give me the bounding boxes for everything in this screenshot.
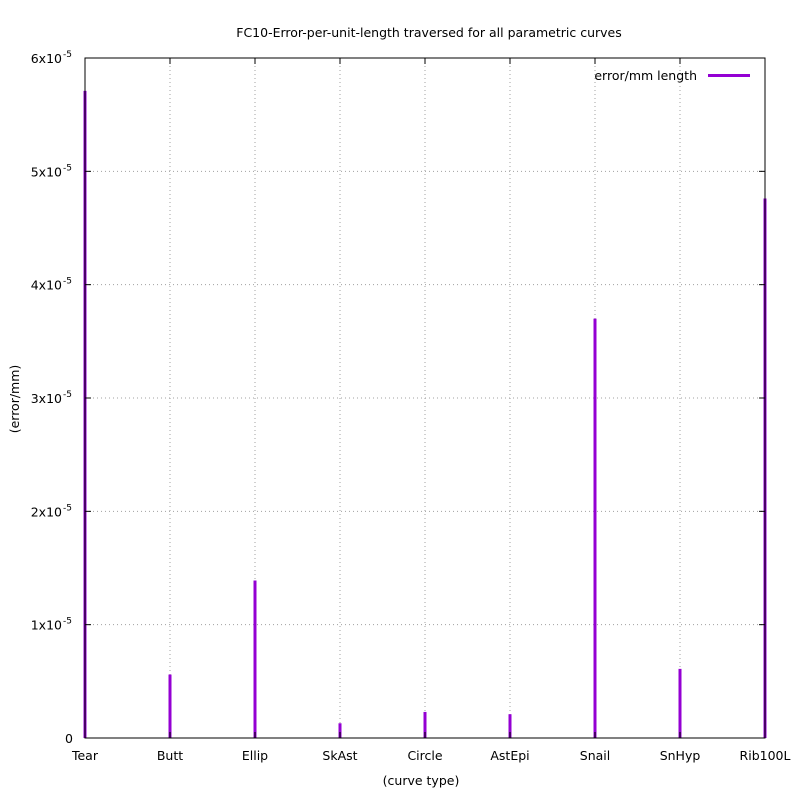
y-tick-label: 4x10 [31,278,62,293]
y-axis-label: (error/mm) [7,365,22,434]
x-tick-label: Tear [71,748,99,763]
y-tick-label: 6x10 [31,51,62,66]
legend: error/mm length [594,68,750,83]
grid [85,58,765,738]
y-tick-exponent: -5 [63,617,72,627]
x-tick-label: Circle [407,748,442,763]
y-tick-exponent: -5 [63,163,72,173]
x-tick-label: AstEpi [490,748,529,763]
x-tick-label: Rib100L [740,748,791,763]
plot-frame [84,57,766,739]
chart-title: FC10-Error-per-unit-length traversed for… [236,25,621,40]
x-tick-label: SnHyp [660,748,701,763]
y-tick-exponent: -5 [63,390,72,400]
x-tick-label: SkAst [322,748,357,763]
y-tick-label: 3x10 [31,391,62,406]
x-axis-label: (curve type) [383,773,460,788]
y-tick-label: 1x10 [31,618,62,633]
y-tick-label: 5x10 [31,164,62,179]
x-tick-label: Butt [157,748,183,763]
x-tick-label: Snail [580,748,610,763]
y-tick-exponent: -5 [63,50,72,60]
y-tick-label: 2x10 [31,504,62,519]
x-axis-ticks: Tear Butt Ellip SkAst Circle AstEpi Snail SnHyp… [71,58,790,763]
y-tick-label: 0 [65,731,73,746]
x-tick-label: Ellip [242,748,268,763]
y-tick-exponent: -5 [63,503,72,513]
legend-label: error/mm length [594,68,697,83]
y-tick-exponent: -5 [63,277,72,287]
